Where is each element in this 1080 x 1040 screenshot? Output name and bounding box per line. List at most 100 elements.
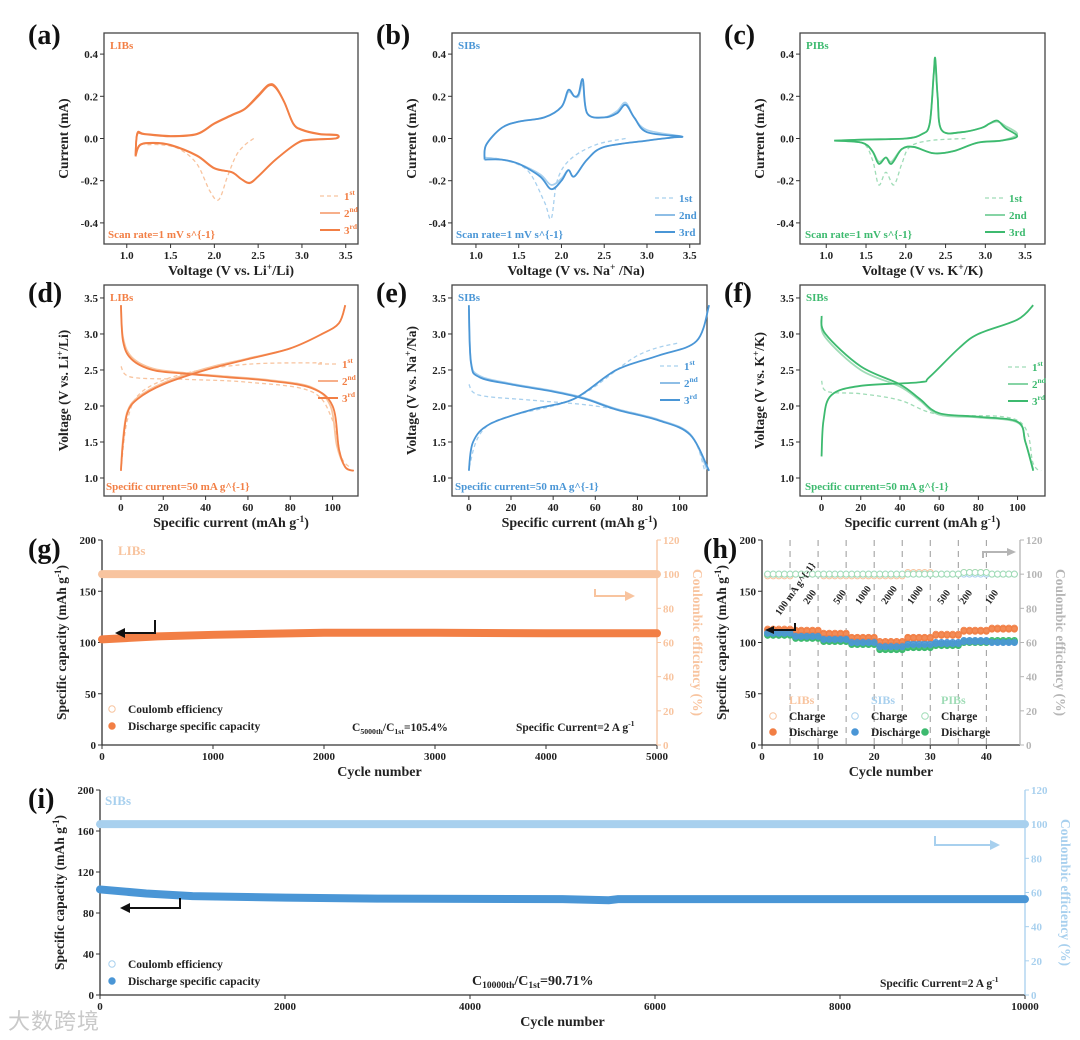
x-tick-label: 0 [819, 502, 825, 514]
y-tick-label: 0.4 [432, 49, 446, 61]
battery-type-tag: LIBs [118, 543, 145, 558]
x-tick-label: 4000 [535, 751, 558, 763]
x-axis-title: Voltage (V vs. Na+ /Na) [507, 263, 645, 279]
y-tick-label: 0.0 [780, 134, 794, 146]
data-point-pibs-ce [775, 570, 783, 578]
x-tick-label: 60 [242, 502, 254, 514]
legend-label: Discharge specific capacity [128, 721, 260, 733]
y-tick-label: 2.0 [432, 401, 446, 413]
data-point-libs-discharge [1005, 625, 1013, 633]
battery-type-tag: SIBs [458, 40, 481, 52]
legend-label: 2nd [1032, 376, 1047, 391]
x-tick-label: 100 [671, 502, 688, 514]
data-point-sibs-discharge [926, 641, 934, 649]
y-tick-label: 2.5 [84, 365, 98, 377]
x-tick-label: 20 [158, 502, 170, 514]
y2-axis-title: Coulombic efficiency (%) [1053, 569, 1068, 716]
data-point-pibs-ce [932, 570, 940, 578]
y2-tick-label: 40 [1026, 672, 1038, 684]
y-tick-label: 0.4 [780, 49, 794, 61]
data-point-sibs-discharge [853, 639, 861, 646]
data-point-libs-discharge [999, 625, 1007, 633]
series-line-1st-discharge [120, 365, 351, 468]
y-tick-label: 3.5 [84, 293, 98, 305]
plot-frame [799, 284, 1046, 497]
data-point-pibs-ce [960, 568, 968, 576]
data-point-pibs-ce [994, 570, 1002, 578]
data-point-pibs-ce [764, 570, 772, 578]
data-point-sibs-discharge [825, 635, 833, 643]
legend-marker [851, 712, 859, 720]
y2-axis-title: Coulombic efficiency (%) [1058, 819, 1073, 966]
data-point-sibs-discharge [971, 637, 979, 645]
x-tick-label: 20 [855, 502, 867, 514]
battery-type-tag: SIBs [458, 292, 481, 304]
data-point-pibs-ce [865, 570, 873, 578]
panel-e: (e) [376, 278, 710, 500]
y-tick-label: -0.2 [777, 176, 795, 188]
x-axis-title: Voltage (V vs. Li+/Li) [168, 263, 294, 279]
y-tick-label: 100 [740, 638, 757, 650]
y-tick-label: 1.0 [432, 473, 446, 485]
right-axis-arrowhead-icon [990, 840, 1000, 850]
rate-label: 100 [983, 588, 1001, 607]
legend-label: 1st [342, 356, 353, 371]
data-point-sibs-discharge [808, 632, 816, 640]
y-tick-label: 200 [80, 535, 97, 547]
x-axis-title: Cycle number [520, 1015, 604, 1030]
y-tick-label: -0.4 [81, 218, 99, 230]
x-tick-label: 3.0 [978, 250, 992, 262]
panel-b: (b) [376, 20, 701, 248]
y-axis-title: Specific capacity (mAh g-1) [51, 815, 67, 970]
x-tick-label: 40 [981, 751, 993, 763]
x-tick-label: 40 [894, 502, 906, 514]
legend-marker [921, 712, 929, 720]
data-point-sibs-discharge [999, 639, 1007, 646]
y-tick-label: 150 [80, 586, 97, 598]
legend-label: Discharge [871, 727, 920, 739]
legend-group-title: PIBs [941, 693, 966, 707]
x-tick-label: 60 [934, 502, 946, 514]
data-point-sibs-discharge [780, 629, 788, 637]
x-tick-label: 80 [973, 502, 985, 514]
y-tick-label: 0.4 [84, 49, 98, 61]
panel-d: (d) [28, 278, 359, 500]
data-point-sibs-discharge [943, 640, 951, 648]
data-point-pibs-ce [831, 570, 839, 578]
y-tick-label: 1.5 [780, 437, 794, 449]
legend-label: 3rd [1009, 227, 1026, 239]
x-tick-label: 0 [759, 751, 765, 763]
x-tick-label: 3.0 [295, 250, 309, 262]
annotation: Scan rate=1 mV s^{-1} [456, 229, 563, 241]
rate-label: 200 [801, 588, 819, 607]
right-axis-arrowhead-icon [625, 591, 635, 601]
y-tick-label: 200 [78, 785, 95, 797]
rate-label: 1000 [853, 584, 873, 607]
annotation: Specific Current=2 A g-1 [516, 719, 635, 734]
legend-label: 2nd [342, 373, 357, 388]
data-point-pibs-ce [999, 570, 1007, 578]
data-point-sibs-discharge [949, 640, 957, 648]
x-axis-title: Voltage (V vs. K+/K) [862, 263, 984, 279]
x-tick-label: 2.5 [251, 250, 265, 262]
legend-label: 3rd [1032, 393, 1046, 408]
legend-marker [108, 960, 116, 968]
y-tick-label: 1.5 [84, 437, 98, 449]
data-point-pibs-ce [887, 570, 895, 578]
data-point-sibs-discharge [898, 643, 906, 651]
data-point-sibs-discharge [876, 643, 884, 651]
data-point-pibs-ce [814, 570, 822, 578]
left-axis-arrowhead-icon [120, 903, 130, 913]
left-axis-arrow-icon [128, 898, 181, 909]
x-tick-label: 2.0 [207, 250, 221, 262]
series-line-1st-discharge [468, 383, 706, 472]
left-axis-arrow-icon [772, 623, 796, 631]
data-point-sibs-discharge [820, 635, 828, 643]
data-point-sibs-discharge [842, 635, 850, 643]
battery-type-tag: LIBs [110, 292, 134, 304]
data-point-sibs-discharge [893, 643, 901, 651]
y-tick-label: 2.0 [84, 401, 98, 413]
data-point-pibs-ce [848, 570, 856, 578]
annotation: Specific current=50 mA g^{-1} [455, 481, 599, 493]
series-line-2nd [834, 58, 1019, 163]
